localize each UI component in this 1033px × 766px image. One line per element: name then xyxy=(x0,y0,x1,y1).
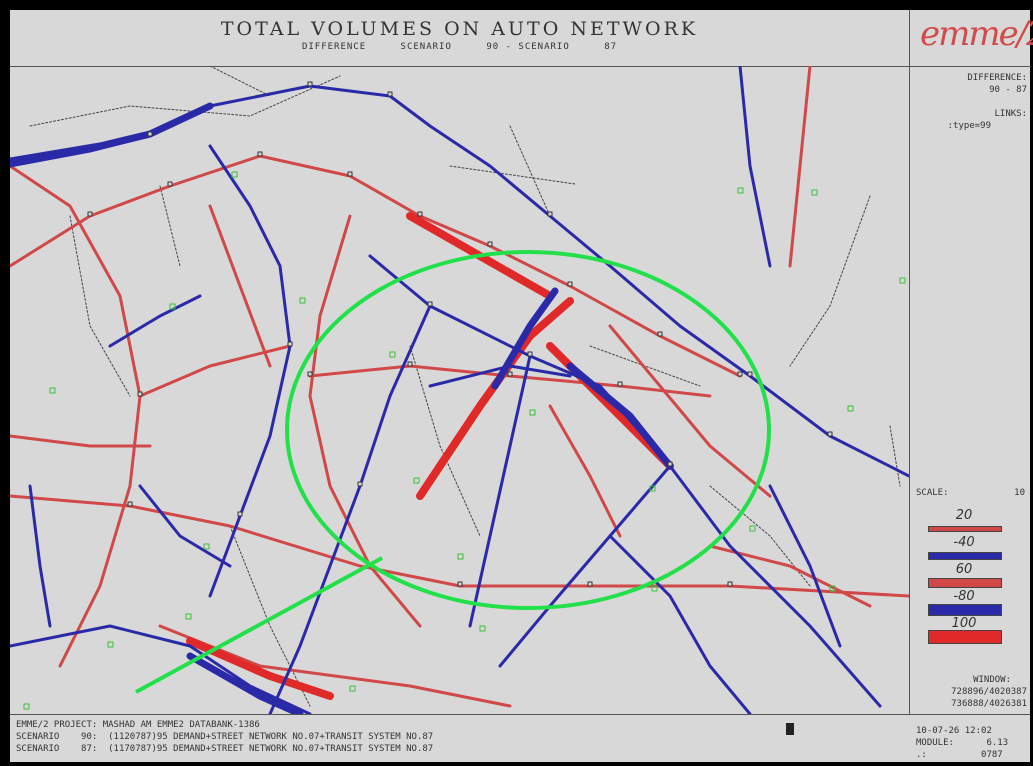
footer-line-1: EMME/2 PROJECT: MASHAD AM EMME2 DATABANK… xyxy=(16,720,260,730)
legend-swatch xyxy=(928,578,1002,588)
legend-swatch xyxy=(928,604,1002,616)
highlight-ellipse xyxy=(285,250,771,610)
subtitle-scenario: SCENARIO xyxy=(400,42,452,52)
text-cursor xyxy=(786,723,794,735)
subtitle-difference: DIFFERENCE xyxy=(301,42,367,52)
footer-module-label: MODULE: xyxy=(916,738,954,748)
legend-label: 20 xyxy=(955,508,973,523)
legend-item-minus-80: -80 xyxy=(924,589,1004,617)
subtitle-scenario-b: 87 xyxy=(604,42,618,52)
network-map xyxy=(10,66,909,714)
logo-text: emme/2 xyxy=(920,14,1033,54)
legend-label: -80 xyxy=(953,589,975,604)
legend-item-100: 100 xyxy=(924,616,1004,644)
legend-swatch xyxy=(928,552,1002,560)
footer-code: .: 0787 xyxy=(916,750,1003,760)
window-label: WINDOW: xyxy=(973,675,1011,685)
footer-line-3: SCENARIO 87: (1170787)95 DEMAND+STREET N… xyxy=(16,744,434,754)
legend-item-20: 20 xyxy=(924,508,1004,536)
negative-difference-links xyxy=(10,66,909,714)
links-label: LINKS: xyxy=(994,109,1027,119)
legend-item-60: 60 xyxy=(924,562,1004,590)
legend-swatch xyxy=(928,630,1002,644)
scale-value: 10 xyxy=(1014,488,1025,498)
footer-line-2: SCENARIO 90: (1120787)95 DEMAND+STREET N… xyxy=(16,732,434,742)
footer-module-value: 6.13 xyxy=(986,738,1009,748)
plot-header: TOTAL VOLUMES ON AUTO NETWORK DIFFERENCE… xyxy=(10,10,909,67)
legend-label: 100 xyxy=(951,616,977,631)
minor-links xyxy=(29,66,901,707)
side-panel: emme/2 DIFFERENCE: 90 - 87 LINKS: :type=… xyxy=(909,10,1033,714)
highlight-annotation xyxy=(135,250,771,694)
street-network xyxy=(10,66,909,714)
footer-project-info: EMME/2 PROJECT: MASHAD AM EMME2 DATABANK… xyxy=(16,719,433,755)
positive-difference-links xyxy=(10,66,909,708)
major-decrease-links xyxy=(10,102,674,714)
footer-date: 10-07-26 12:02 xyxy=(916,726,992,736)
difference-value: 90 - 87 xyxy=(989,85,1027,95)
network-nodes xyxy=(87,81,833,587)
highlight-arrow-line xyxy=(135,556,383,694)
footer-info: EMME/2 PROJECT: MASHAD AM EMME2 DATABANK… xyxy=(10,714,1030,763)
plot-subtitle: DIFFERENCE SCENARIO 90 - SCENARIO 87 xyxy=(10,42,909,52)
emme2-logo: emme/2 xyxy=(910,10,1033,67)
plot-title: TOTAL VOLUMES ON AUTO NETWORK xyxy=(220,18,699,40)
emme-plot-window: TOTAL VOLUMES ON AUTO NETWORK DIFFERENCE… xyxy=(10,10,1033,763)
window-line-1: 728896/4020387 xyxy=(951,687,1027,697)
links-value: :type=99 xyxy=(947,121,991,131)
window-line-2: 736888/4026381 xyxy=(951,699,1027,709)
legend-item-minus-40: -40 xyxy=(924,535,1004,563)
legend-label: 60 xyxy=(955,562,973,577)
difference-label: DIFFERENCE: xyxy=(967,73,1027,83)
zone-centroids xyxy=(23,171,906,710)
subtitle-scenarios: 90 - SCENARIO xyxy=(486,42,570,52)
legend-swatch xyxy=(928,526,1002,532)
scale-label: SCALE: xyxy=(916,488,949,498)
legend-label: -40 xyxy=(953,535,975,550)
footer-status: 10-07-26 12:02 MODULE: 6.13 .: 0787 xyxy=(916,725,1008,761)
